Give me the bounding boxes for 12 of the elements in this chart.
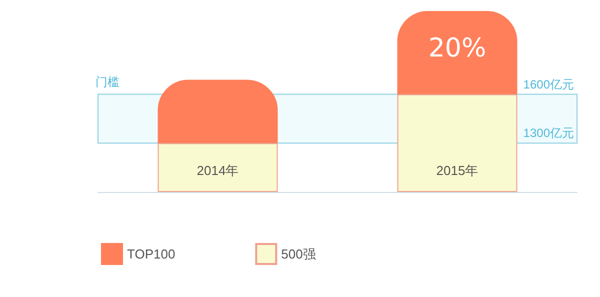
bar [397, 11, 518, 94]
band-label: 门槛 [96, 74, 120, 89]
annotation: 1600亿元 [523, 77, 574, 92]
legend-label: 500强 [281, 246, 316, 262]
annotation: 1300亿元 [523, 126, 574, 140]
x-tick-label: 2014年 [196, 163, 239, 178]
x-tick-label: 2015年 [436, 163, 478, 178]
bar [158, 80, 278, 144]
bar [397, 94, 518, 192]
legend-label: TOP100 [127, 246, 176, 262]
annotation: 20% [428, 33, 486, 64]
bar [158, 143, 278, 192]
